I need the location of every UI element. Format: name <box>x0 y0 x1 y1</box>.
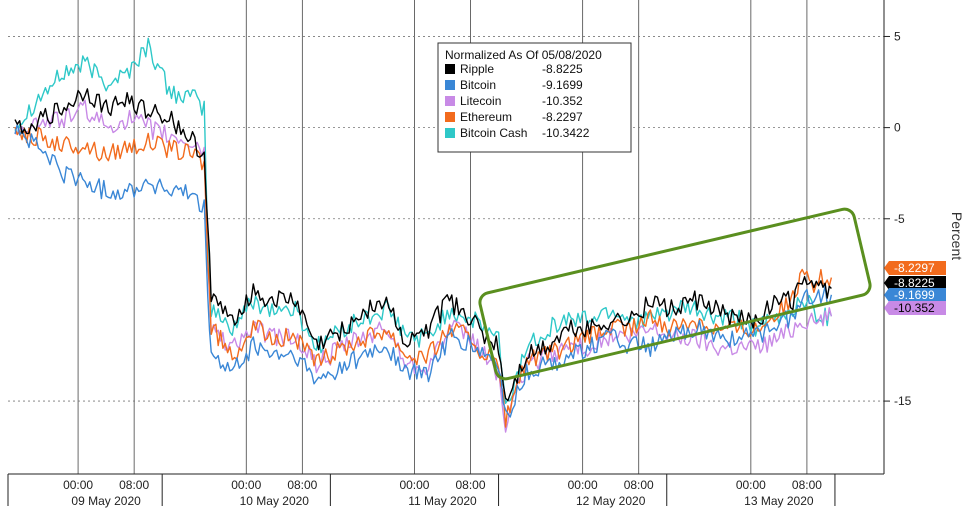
legend-series-value-2: -10.352 <box>542 94 583 108</box>
x-tick-label-4: 00:00 <box>399 478 429 492</box>
y-tick-label-1: 0 <box>894 121 901 135</box>
legend-title: Normalized As Of 05/08/2020 <box>445 48 602 62</box>
series-line-bitcoin <box>14 123 833 418</box>
legend-series-value-1: -9.1699 <box>542 78 583 92</box>
series-line-ethereum <box>14 126 833 428</box>
value-tag-litecoin: -10.352 <box>884 301 946 315</box>
date-label-0: 09 May 2020 <box>71 494 141 508</box>
x-tick-label-3: 08:00 <box>287 478 317 492</box>
date-label-3: 12 May 2020 <box>576 494 646 508</box>
series-line-litecoin <box>14 99 833 433</box>
x-tick-label-5: 08:00 <box>456 478 486 492</box>
value-tag-bg-2 <box>884 288 946 302</box>
value-tag-bitcoin: -9.1699 <box>884 288 946 302</box>
x-tick-label-6: 00:00 <box>568 478 598 492</box>
y-tick-label-2: -5 <box>894 212 905 226</box>
legend-swatch-2 <box>445 96 455 106</box>
y-axis-label: Percent <box>949 212 965 260</box>
value-tag-ethereum: -8.2297 <box>884 261 946 275</box>
x-tick-label-0: 00:00 <box>63 478 93 492</box>
value-tag-bg-3 <box>884 301 946 315</box>
trend-annotation-box <box>478 207 872 381</box>
value-tag-bg-0 <box>884 261 946 275</box>
legend-box <box>437 42 632 153</box>
series-line-ripple <box>14 88 832 402</box>
date-label-2: 11 May 2020 <box>408 494 477 508</box>
legend-series-value-0: -8.8225 <box>542 62 583 76</box>
y-tick-label-0: 5 <box>894 29 901 43</box>
legend-series-name-2: Litecoin <box>460 94 501 108</box>
value-tag-label-1: -8.8225 <box>894 276 935 290</box>
annotation-layer <box>478 207 872 381</box>
legend-series-name-3: Ethereum <box>460 110 512 124</box>
x-tick-label-9: 08:00 <box>792 478 822 492</box>
legend-swatch-4 <box>445 128 455 138</box>
legend-series-value-4: -10.3422 <box>542 126 590 140</box>
legend-series-name-1: Bitcoin <box>460 78 496 92</box>
date-label-1: 10 May 2020 <box>240 494 310 508</box>
date-label-4: 13 May 2020 <box>744 494 814 508</box>
series-layer <box>14 37 833 433</box>
x-tick-label-8: 00:00 <box>736 478 766 492</box>
legend-series-value-3: -8.2297 <box>542 110 583 124</box>
legend-series-name-0: Ripple <box>460 62 494 76</box>
y-tick-label-3: -15 <box>894 394 912 408</box>
series-line-bitcoin-cash <box>14 37 833 404</box>
legend-swatch-3 <box>445 112 455 122</box>
legend-swatch-1 <box>445 80 455 90</box>
legend-series-name-4: Bitcoin Cash <box>460 126 527 140</box>
value-tag-label-3: -10.352 <box>894 301 935 315</box>
x-tick-label-1: 08:00 <box>119 478 149 492</box>
axis-layer: 5 0 -5 -15 00:00 08:00 00:00 08:00 00:00 08:00 00:… <box>7 0 912 508</box>
value-tag-label-0: -8.2297 <box>894 261 935 275</box>
right-value-tags: -8.2297-8.8225-9.1699-10.352 <box>884 261 946 315</box>
x-tick-label-2: 00:00 <box>231 478 261 492</box>
value-tag-label-2: -9.1699 <box>894 288 935 302</box>
value-tag-bg-1 <box>884 276 946 290</box>
x-tick-label-7: 08:00 <box>624 478 654 492</box>
legend-swatch-0 <box>445 64 455 74</box>
value-tag-ripple: -8.8225 <box>884 276 946 290</box>
